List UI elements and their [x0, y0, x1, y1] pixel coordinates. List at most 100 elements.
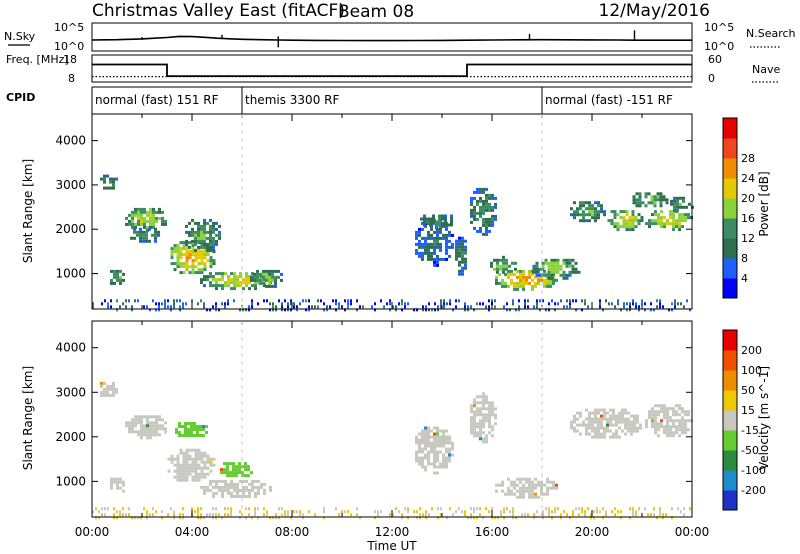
power-cell-18-27: [669, 216, 672, 220]
velocity-cell-8-9: [473, 398, 476, 402]
velocity-cell-10-137: [636, 417, 639, 421]
velocity-ground-cell-161: [464, 513, 466, 517]
velocity-cell-10-15: [579, 432, 582, 436]
velocity-cell-8-67: [488, 404, 491, 408]
power-cell-14-24: [550, 261, 554, 265]
velocity-cell-4-5: [178, 434, 181, 437]
cpid-segment-label-0: normal (fast) 151 RF: [95, 93, 219, 107]
power-colorbar-cell-1: [723, 258, 737, 279]
velocity-cell-8-41: [479, 437, 482, 441]
power-cell-11-9: [473, 205, 476, 209]
velocity-cell-11-9: [651, 416, 654, 420]
velocity-ground-cell-232: [602, 507, 604, 511]
velocity-cell-10-115: [624, 423, 627, 427]
power-cell-18-10: [654, 222, 657, 226]
velocity-cell-11-71: [675, 419, 678, 423]
power-cell-3-18: [145, 239, 148, 243]
velocity-cell-11-91: [684, 410, 687, 414]
velocity-cell-4-37: [205, 431, 208, 434]
power-cell-8-48: [430, 242, 433, 246]
velocity-cell-11-96: [684, 428, 687, 432]
power-cell-9-11: [432, 217, 435, 221]
velocity-cell-11-72: [675, 425, 678, 429]
velocity-cell-7-12: [418, 450, 421, 454]
power-cell-4-17: [176, 265, 180, 269]
power-cell-6-4: [203, 284, 206, 288]
power-cell-9-16: [438, 214, 441, 218]
power-cell-14-27: [550, 270, 554, 274]
velocity-colorbar-tick-0: 200: [741, 344, 762, 357]
power-cell-9-19: [438, 223, 441, 227]
power-ground-cell-262: [638, 305, 640, 309]
power-cell-17-35: [665, 198, 669, 202]
power-cell-11-72: [491, 223, 494, 227]
velocity-ground-cell-251: [647, 513, 649, 517]
velocity-ground-cell-197: [536, 510, 538, 514]
power-cell-10-0: [455, 239, 458, 243]
power-ground-cell-13: [125, 305, 127, 309]
power-cell-11-44: [485, 193, 488, 197]
velocity-cell-3-63: [194, 451, 198, 455]
power-ground-cell-26: [158, 305, 160, 309]
power-ground-cell-89: [287, 305, 289, 309]
power-cell-5-7: [188, 245, 191, 249]
power-cell-3-26: [154, 239, 157, 243]
velocity-cell-7-56: [430, 450, 433, 454]
velocity-cell-5-44: [236, 488, 239, 492]
power-cell-13-1: [495, 278, 498, 282]
power-cell-8-90: [442, 236, 445, 240]
velocity-cell-8-82: [491, 428, 494, 432]
power-cell-14-0: [532, 264, 536, 268]
power-cell-15-26: [588, 207, 591, 211]
velocity-cell-0-0: [100, 381, 103, 385]
power-cell-11-34: [482, 199, 485, 203]
velocity-cell-9-45: [528, 495, 531, 499]
velocity-cell-5-29: [227, 482, 230, 486]
power-cell-4-24: [179, 265, 183, 269]
power-cell-6-60: [248, 275, 251, 279]
velocity-cell-8-39: [479, 431, 482, 435]
power-cell-10-15: [458, 263, 461, 267]
velocity-ground-cell-172: [479, 513, 481, 517]
power-ground-cell-33: [167, 305, 169, 309]
power-cell-13-76: [549, 278, 552, 282]
power-cell-9-22: [441, 223, 444, 227]
velocity-cell-10-12: [579, 411, 582, 415]
velocity-ground-cell-263: [671, 516, 673, 520]
power-cell-4-40: [185, 262, 189, 266]
power-cell-4-48: [188, 271, 192, 275]
velocity-cell-10-79: [609, 414, 612, 418]
power-ground-cell-150: [404, 305, 406, 309]
velocity-cell-4-9: [184, 425, 187, 428]
velocity-ground-cell-30: [149, 513, 151, 517]
power-cell-2-37: [146, 225, 149, 229]
velocity-cell-11-41: [663, 428, 666, 432]
power-cell-8-107: [448, 254, 451, 258]
velocity-cell-11-4: [648, 413, 651, 417]
power-cell-16-28: [628, 219, 632, 223]
velocity-cell-2-59: [155, 427, 158, 431]
velocity-cell-3-18: [179, 448, 183, 452]
velocity-cell-5-40: [233, 488, 236, 492]
power-cell-2-57: [158, 210, 161, 214]
power-cell-17-26: [656, 195, 660, 199]
velocity-cell-2-60: [155, 430, 158, 434]
velocity-cell-5-60: [248, 488, 251, 492]
velocity-cell-7-5: [415, 456, 418, 460]
velocity-colorbar-cell-0: [723, 490, 737, 511]
velocity-cell-4-31: [199, 428, 202, 431]
power-cell-2-19: [137, 216, 140, 220]
power-ground-cell-266: [644, 302, 646, 306]
velocity-ground-cell-214: [569, 516, 571, 520]
velocity-cell-8-53: [482, 431, 485, 435]
velocity-colorbar-cell-6: [723, 370, 737, 391]
power-cell-0-3: [103, 180, 106, 184]
power-cell-3-15: [145, 230, 148, 234]
power-cell-6-44: [236, 275, 239, 279]
velocity-ground-cell-81: [254, 507, 256, 511]
power-cell-12-22: [508, 264, 511, 268]
velocity-cell-1-0: [110, 477, 113, 481]
power-cell-2-6: [131, 213, 134, 217]
velocity-cell-8-62: [485, 419, 488, 423]
velocity-cell-10-89: [612, 423, 615, 427]
